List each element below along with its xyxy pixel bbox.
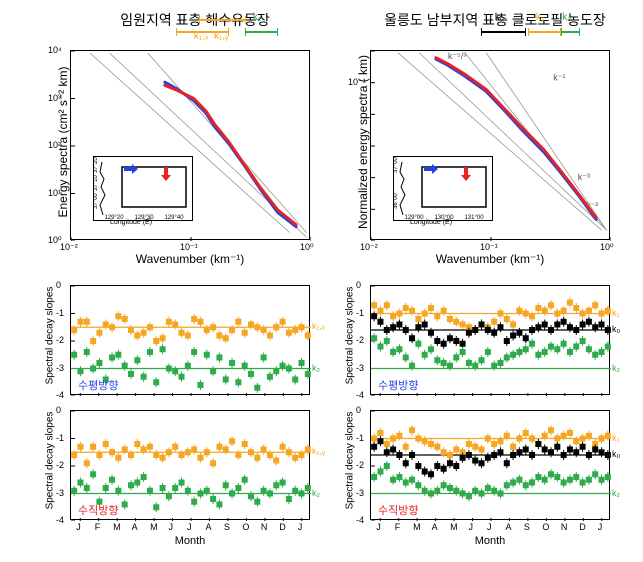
left-top-xlabel: Wavenumber (km⁻¹): [70, 252, 310, 266]
svg-text:37°20: 37°20: [94, 157, 99, 173]
right-top-xlabel: Wavenumber (km⁻¹): [370, 252, 610, 266]
svg-text:k⁻¹: k⁻¹: [553, 73, 565, 83]
right-bot-ylabel: Spectral decay slopes: [345, 406, 356, 516]
svg-text:37°00: 37°00: [94, 193, 99, 209]
left-column-title: 임원지역 표층 해수유동장: [70, 10, 320, 30]
svg-text:k⁻⁵/³: k⁻⁵/³: [448, 51, 466, 61]
svg-text:37°10: 37°10: [94, 175, 99, 191]
right-inset-map: 129°00130°00131°0036°00 37°00: [393, 156, 493, 221]
right-top-ylabel: Normalized energy spectra ( km): [356, 47, 370, 237]
svg-text:k⁻³: k⁻³: [578, 172, 590, 182]
left-top-spectra-panel: 129°20129°30129°4037°0037°1037°20: [70, 50, 310, 240]
left-bot-xlabel: Month: [70, 535, 310, 547]
svg-text:131°00: 131°00: [464, 215, 484, 221]
left-inset-svg: 129°20129°30129°4037°0037°1037°20: [94, 157, 194, 222]
right-bot-xlabel: Month: [370, 535, 610, 547]
left-bot-ylabel: Spectral decay slopes: [45, 406, 56, 516]
svg-text:37°00: 37°00: [394, 157, 399, 173]
svg-text:36°00: 36°00: [394, 193, 399, 209]
svg-text:129°40: 129°40: [164, 215, 184, 221]
right-mid-ylabel: Spectral decay slopes: [345, 281, 356, 391]
left-inset-map: 129°20129°30129°4037°0037°1037°20: [93, 156, 193, 221]
right-inset-svg: 129°00130°00131°0036°00 37°00: [394, 157, 494, 222]
left-mid-ylabel: Spectral decay slopes: [45, 281, 56, 391]
right-top-spectra-panel: k⁻⁵/³k⁻¹k⁻³k⁻² 129°00130°00131°0036°00 3…: [370, 50, 610, 240]
